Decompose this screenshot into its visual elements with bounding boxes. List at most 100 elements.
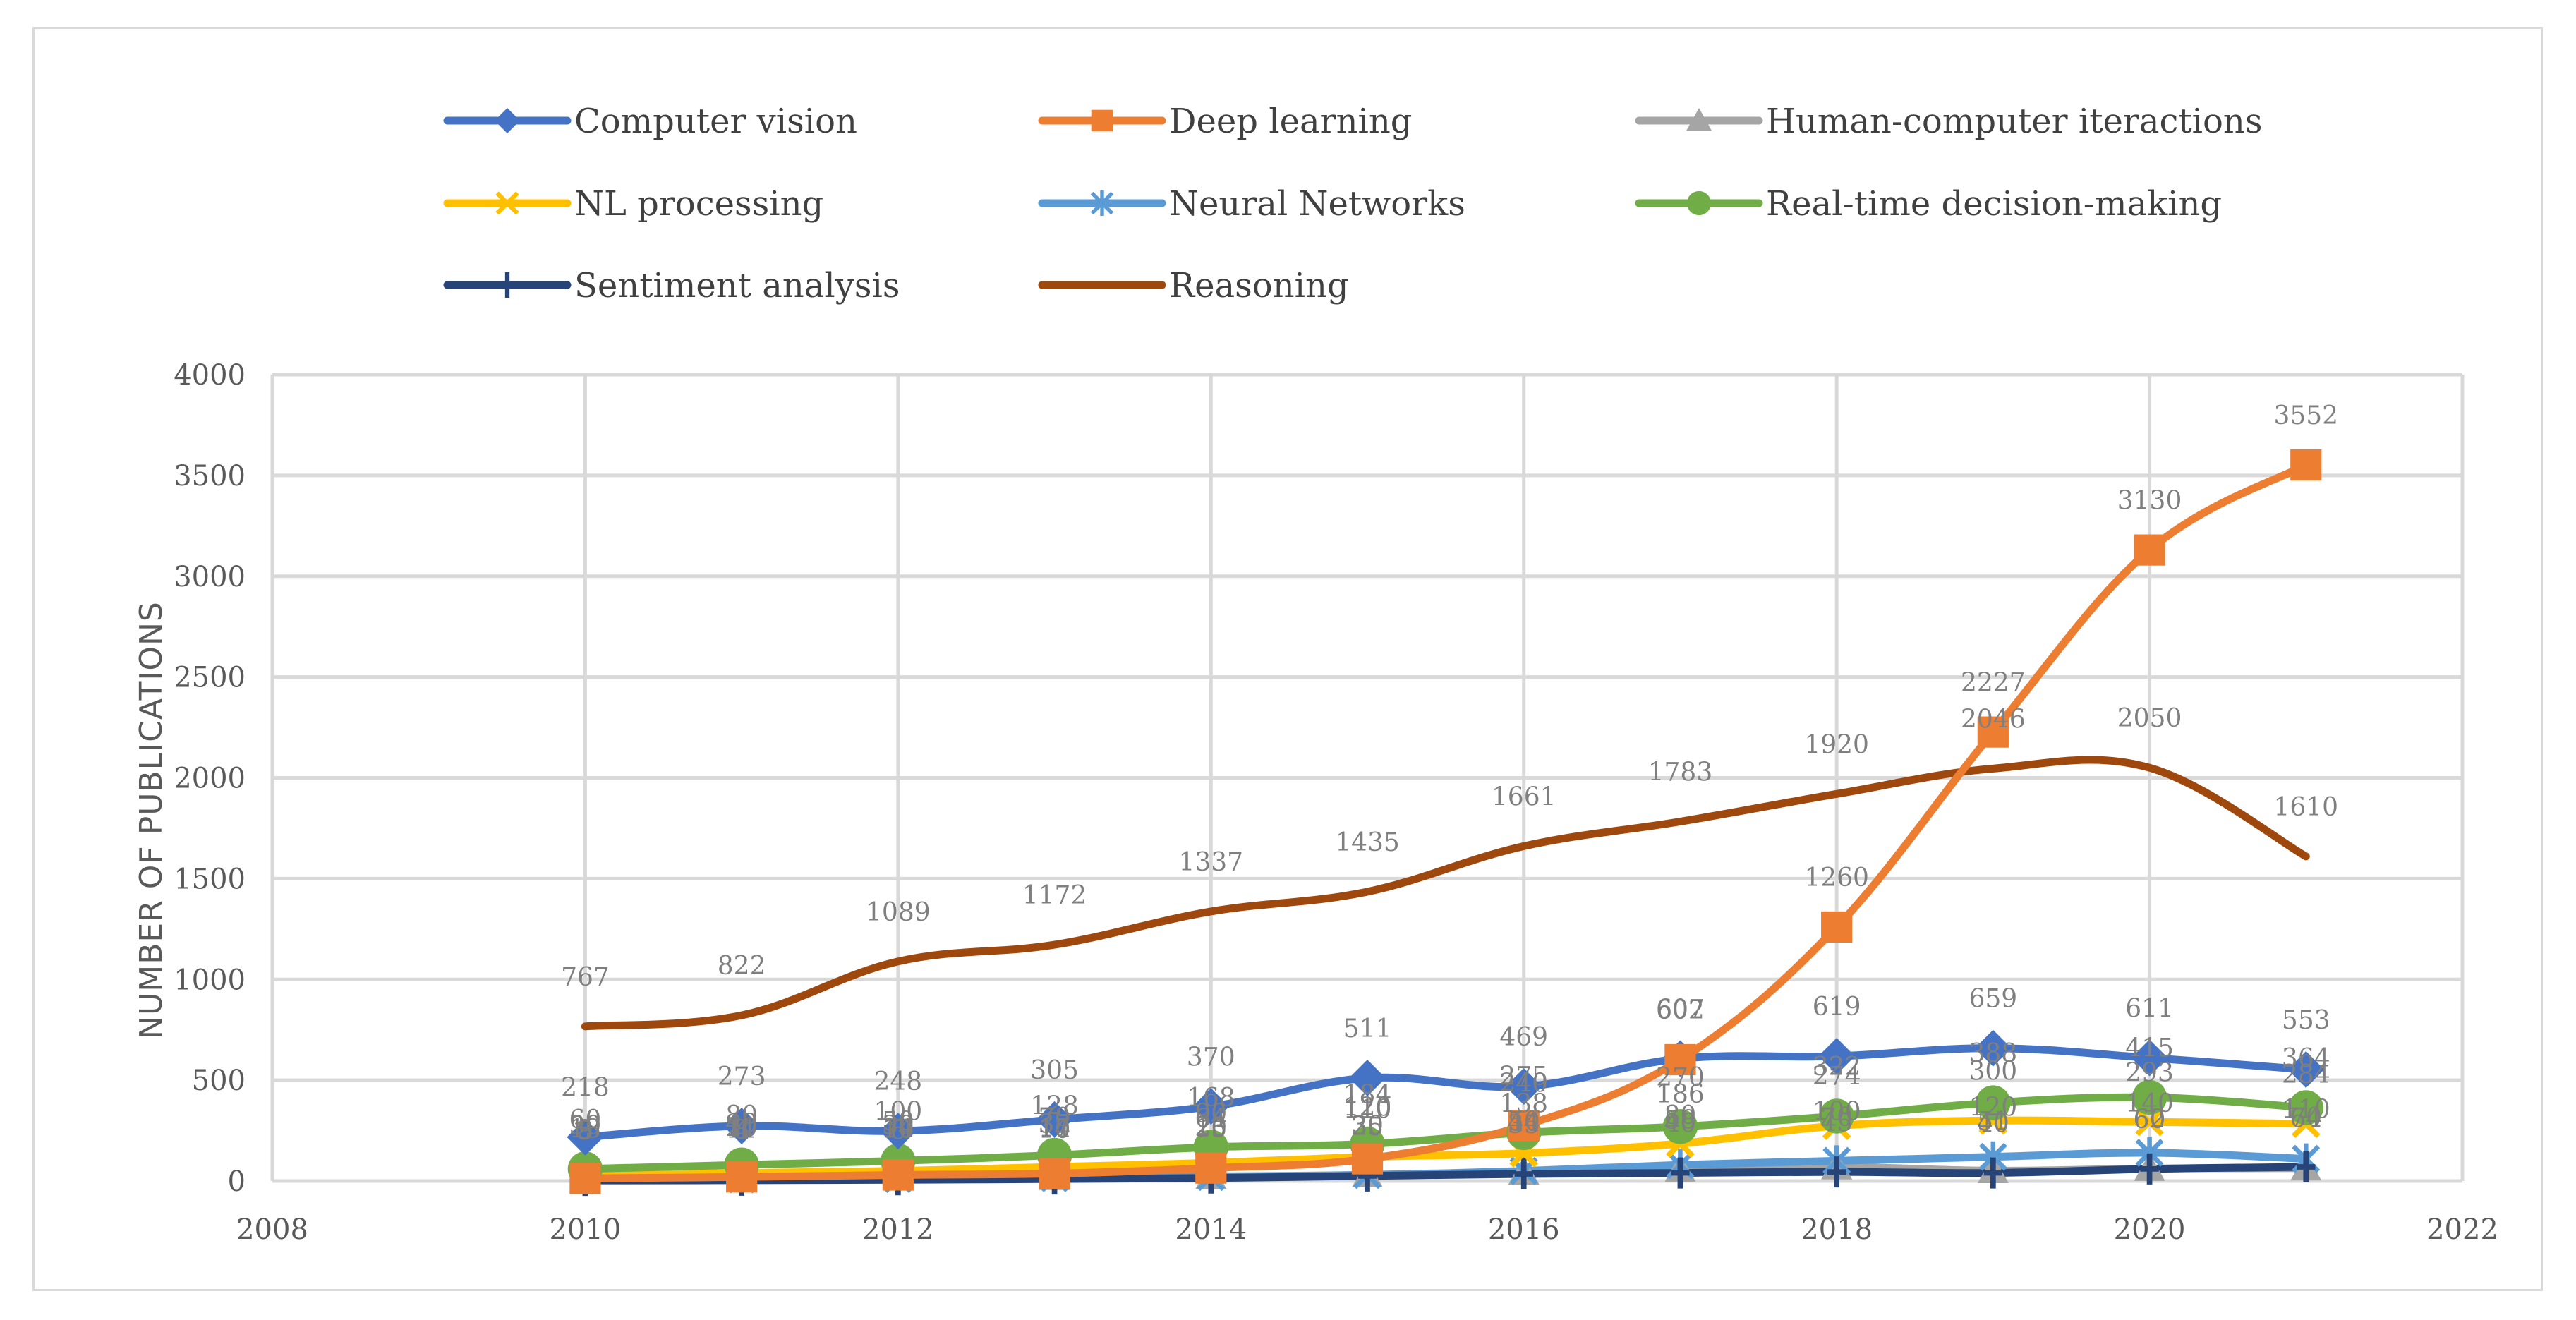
marker-plus [1514,1158,1533,1189]
x-tick-label: 2010 [550,1213,622,1246]
data-label: 553 [2282,1006,2330,1035]
marker-circle [1686,190,1712,216]
y-tick-label: 2000 [174,763,246,795]
marker-diamond [1505,1067,1542,1105]
data-label: 274 [1813,1062,1861,1091]
data-label: 2046 [1961,705,2026,734]
data-label: 30 [882,1111,914,1140]
data-label: 619 [1813,993,1861,1022]
data-label: 1260 [1804,864,1869,892]
data-label: 370 [1187,1043,1235,1072]
marker-square [726,1161,758,1193]
marker-x [2135,1107,2164,1137]
data-label: 100 [873,1097,922,1126]
marker-diamond [1974,1029,2012,1067]
data-label: 270 [1656,1063,1705,1092]
data-label: 602 [1656,996,1705,1025]
data-label: 50 [1508,1108,1540,1137]
marker-diamond [1036,1101,1073,1138]
data-label: 8 [734,1116,750,1145]
marker-square [569,1163,601,1194]
marker-diamond [2287,1050,2325,1088]
data-label: 110 [2282,1096,2330,1125]
data-label: 607 [1656,995,1705,1024]
series-lines [581,461,2310,1185]
data-label: 659 [1969,985,2017,1014]
data-label: 5 [577,1117,593,1146]
data-label: 273 [718,1062,766,1091]
data-label: 90 [1195,1099,1227,1128]
marker-square [1039,1158,1070,1189]
data-label: 14 [1039,1115,1071,1144]
data-label: 4 [734,1117,750,1146]
legend-label: Sentiment analysis [574,266,900,305]
legend-label: NL processing [574,184,823,224]
data-label: 300 [1969,1057,2017,1086]
data-label: 10 [1039,1115,1071,1144]
data-label: 40 [1664,1110,1697,1139]
marker-square [1821,911,1853,943]
marker-square [2134,534,2165,566]
marker-square [1351,1143,1384,1175]
y-tick-label: 4000 [174,359,246,392]
y-tick-label: 500 [192,1065,246,1097]
data-label: 37 [1039,1110,1071,1139]
data-label: 40 [725,1110,758,1139]
data-label: 51 [1977,1107,2009,1136]
data-label: 184 [1343,1080,1392,1109]
data-label: 120 [1969,1094,2017,1122]
marker-x [495,191,519,215]
marker-triangle [1686,108,1712,131]
marker-plus [2140,1153,2159,1185]
marker-star [1090,190,1114,216]
data-label: 168 [1187,1084,1235,1113]
data-label: 1435 [1335,828,1400,857]
data-label: 40 [1977,1110,2009,1139]
legend-label: Neural Networks [1169,184,1465,224]
marker-diamond [723,1107,761,1144]
x-tick-label: 2018 [1801,1213,1873,1246]
data-label: 248 [873,1067,922,1096]
x-tick-label: 2008 [236,1213,308,1246]
y-tick-label: 1500 [174,863,246,895]
x-tick-label: 2012 [862,1213,934,1246]
marker-square [2290,449,2322,481]
data-label: 469 [1499,1023,1548,1052]
chart-frame: 0 500 1000 1500 2000 2500 3000 3500 4000 2008 2010… [32,27,2543,1291]
legend-label: Deep learning [1169,102,1413,141]
marker-circle [2288,1090,2323,1125]
marker-diamond [495,108,520,133]
data-label: 3 [577,1117,593,1146]
series-markers [567,449,2325,1197]
data-label: 1089 [866,898,931,927]
legend-label: Real-time decision-making [1766,184,2222,224]
data-label: 17 [1039,1114,1071,1143]
data-label: 44 [1508,1108,1540,1137]
y-tick-label: 3000 [174,561,246,593]
data-label: 20 [725,1113,758,1142]
data-label: 1610 [2273,793,2338,822]
x-tick-label: 2014 [1175,1213,1247,1246]
marker-circle [1819,1098,1854,1134]
y-tick-label: 3500 [174,460,246,492]
data-label: 293 [2125,1058,2174,1087]
y-tick-label: 1000 [174,964,246,996]
series-line-sentiment-analysis [581,1163,2310,1185]
data-label: 388 [1969,1039,2017,1068]
marker-diamond [1192,1088,1230,1125]
data-label: 186 [1656,1080,1705,1109]
data-label: 15 [1195,1115,1227,1144]
data-label: 64 [2290,1105,2322,1134]
data-label: 13 [569,1115,602,1144]
data-label: 511 [1343,1015,1392,1043]
data-label: 64 [1195,1105,1227,1134]
marker-square [1195,1152,1227,1184]
marker-plus [2297,1151,2316,1182]
data-label: 120 [1343,1094,1392,1122]
data-label: 767 [561,963,610,992]
series-line-reasoning [581,756,2310,1031]
marker-circle [2131,1079,2167,1115]
x-tick-label: 2016 [1488,1213,1560,1246]
